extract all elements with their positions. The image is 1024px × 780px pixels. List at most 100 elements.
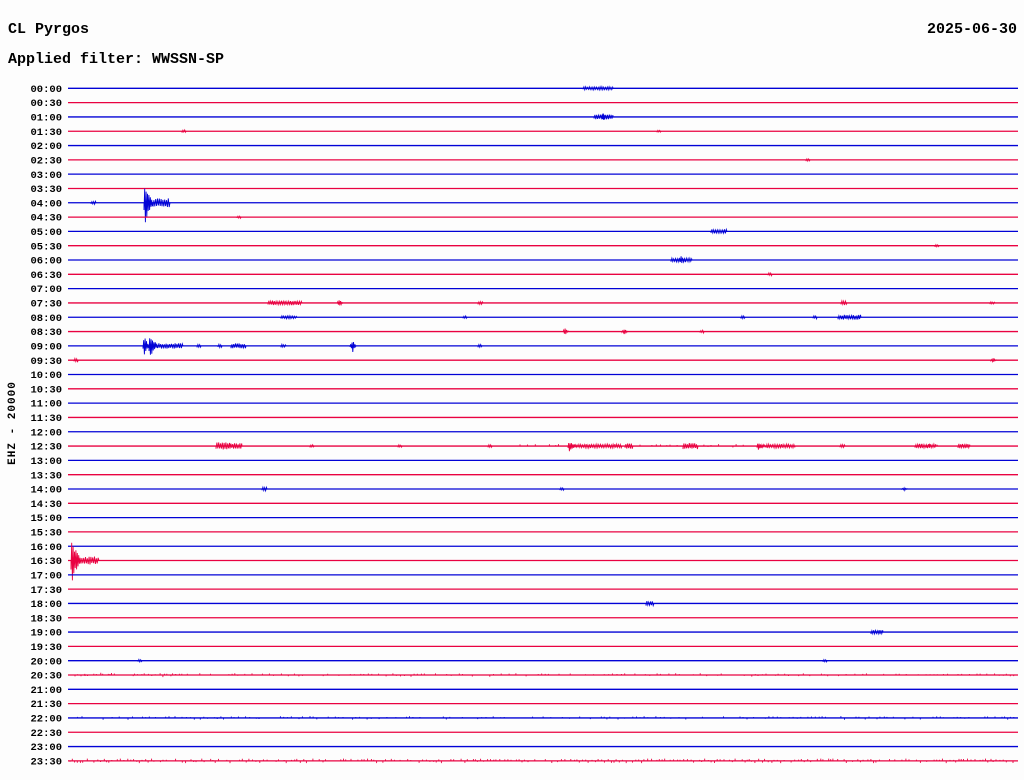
trace-row-15:00: 15:00 <box>30 513 1018 525</box>
trace-row-10:00: 10:00 <box>30 370 1018 382</box>
trace-events <box>181 128 662 134</box>
row-label: 14:30 <box>30 499 62 511</box>
trace-events <box>593 113 614 120</box>
row-label: 06:00 <box>30 256 62 268</box>
trace-events <box>562 328 705 335</box>
trace-events <box>870 628 884 636</box>
trace-events <box>70 542 100 581</box>
row-label: 11:30 <box>30 413 62 425</box>
row-label: 12:00 <box>30 427 62 439</box>
row-label: 03:00 <box>30 170 62 182</box>
trace-events <box>77 716 1015 720</box>
row-label: 01:00 <box>30 113 62 125</box>
row-label: 09:30 <box>30 356 62 368</box>
row-label: 17:00 <box>30 570 62 582</box>
trace-row-22:00: 22:00 <box>30 714 1018 726</box>
row-label: 06:30 <box>30 270 62 282</box>
row-label: 05:00 <box>30 227 62 239</box>
trace-events <box>74 672 1015 678</box>
row-label: 18:30 <box>30 613 62 625</box>
date-label: 2025-06-30 <box>926 21 1017 38</box>
row-label: 03:30 <box>30 184 62 196</box>
trace-row-07:30: 07:30 <box>30 299 1018 311</box>
channel-scale-label: EHZ - 20000 <box>7 381 19 465</box>
trace-row-18:30: 18:30 <box>30 613 1018 625</box>
trace-row-14:30: 14:30 <box>30 499 1018 511</box>
trace-row-01:00: 01:00 <box>30 113 1018 125</box>
row-label: 23:00 <box>30 742 62 754</box>
row-label: 22:00 <box>30 714 62 726</box>
row-label: 11:00 <box>30 399 62 411</box>
trace-row-08:00: 08:00 <box>30 313 1018 325</box>
trace-row-05:30: 05:30 <box>30 241 1018 253</box>
trace-events <box>142 338 483 355</box>
trace-row-11:30: 11:30 <box>30 413 1018 425</box>
trace-row-00:00: 00:00 <box>30 84 1018 96</box>
trace-events <box>215 442 971 452</box>
trace-row-12:00: 12:00 <box>30 427 1018 439</box>
trace-row-22:30: 22:30 <box>30 728 1018 740</box>
row-label: 09:00 <box>30 341 62 353</box>
trace-row-15:30: 15:30 <box>30 528 1018 540</box>
row-label: 01:30 <box>30 127 62 139</box>
row-label: 08:00 <box>30 313 62 325</box>
trace-events <box>73 356 997 364</box>
row-label: 16:00 <box>30 542 62 554</box>
trace-row-14:00: 14:00 <box>30 485 1018 497</box>
trace-events <box>90 188 171 223</box>
trace-row-00:30: 00:30 <box>30 98 1018 110</box>
trace-row-03:00: 03:00 <box>30 170 1018 182</box>
station-title: CL Pyrgos <box>8 21 90 38</box>
trace-events <box>805 157 811 163</box>
trace-row-23:00: 23:00 <box>30 742 1018 754</box>
trace-events <box>236 215 242 220</box>
row-label: 12:30 <box>30 442 62 454</box>
trace-row-02:30: 02:30 <box>30 155 1018 167</box>
row-label: 19:00 <box>30 628 62 640</box>
row-label: 20:30 <box>30 671 62 683</box>
row-label: 18:00 <box>30 599 62 611</box>
row-label: 02:00 <box>30 141 62 153</box>
row-label: 19:30 <box>30 642 62 654</box>
trace-events <box>261 485 908 493</box>
row-label: 04:00 <box>30 198 62 210</box>
row-label: 07:30 <box>30 299 62 311</box>
row-label: 21:00 <box>30 685 62 697</box>
trace-row-13:30: 13:30 <box>30 470 1018 482</box>
trace-events <box>280 313 862 321</box>
row-label: 23:30 <box>30 756 62 768</box>
trace-row-19:30: 19:30 <box>30 642 1018 654</box>
trace-row-09:30: 09:30 <box>30 356 1018 368</box>
trace-events <box>934 243 940 248</box>
applied-filter-label: Applied filter: WWSSN-SP <box>8 51 225 68</box>
trace-row-07:00: 07:00 <box>30 284 1018 296</box>
trace-row-16:30: 16:30 <box>30 542 1018 581</box>
trace-row-04:30: 04:30 <box>30 213 1018 225</box>
trace-row-01:30: 01:30 <box>30 127 1018 139</box>
trace-row-20:30: 20:30 <box>30 671 1018 683</box>
trace-events <box>670 256 693 264</box>
trace-row-17:00: 17:00 <box>30 570 1018 582</box>
trace-events <box>710 227 728 235</box>
trace-row-21:00: 21:00 <box>30 685 1018 697</box>
row-label: 20:00 <box>30 656 62 668</box>
trace-row-05:00: 05:00 <box>30 227 1018 239</box>
row-label: 00:00 <box>30 84 62 96</box>
row-label: 17:30 <box>30 585 62 597</box>
trace-events <box>582 85 614 92</box>
row-label: 02:30 <box>30 155 62 167</box>
trace-row-21:30: 21:30 <box>30 699 1018 711</box>
trace-row-12:30: 12:30 <box>30 442 1018 454</box>
row-label: 10:00 <box>30 370 62 382</box>
trace-events <box>69 758 1014 764</box>
trace-events <box>267 299 996 307</box>
row-label: 13:00 <box>30 456 62 468</box>
row-label: 08:30 <box>30 327 62 339</box>
row-label: 05:30 <box>30 241 62 253</box>
trace-events <box>137 658 828 664</box>
trace-row-11:00: 11:00 <box>30 399 1018 411</box>
trace-row-13:00: 13:00 <box>30 456 1018 468</box>
trace-row-06:00: 06:00 <box>30 256 1018 268</box>
